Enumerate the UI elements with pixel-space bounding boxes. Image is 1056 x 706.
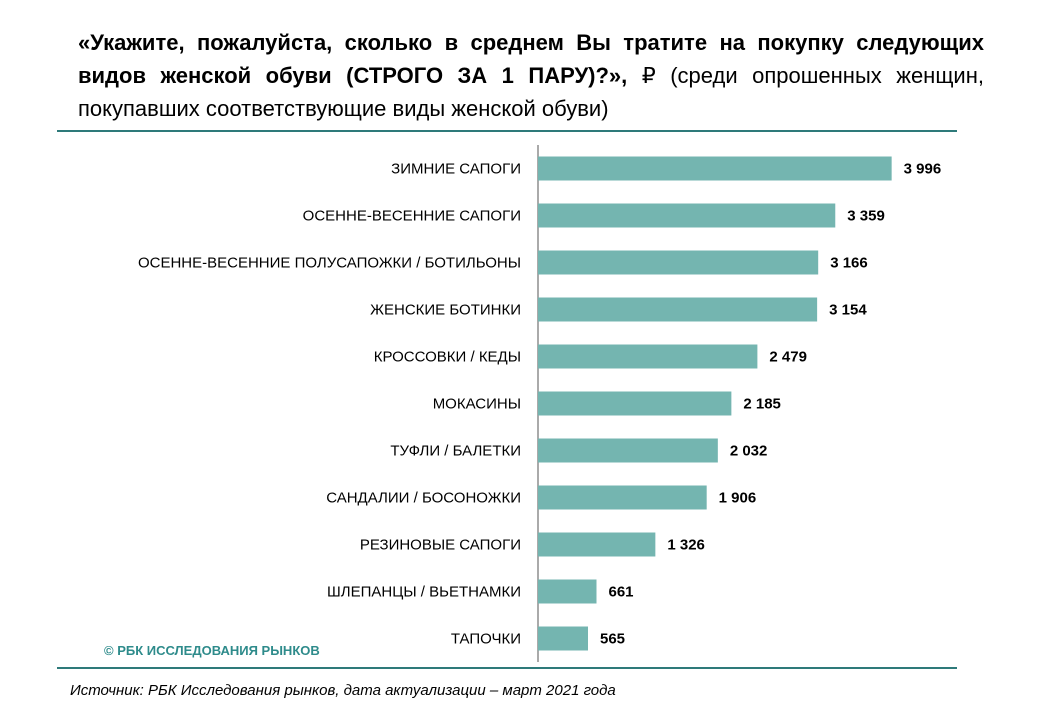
bar [538, 438, 718, 463]
value-label: 3 154 [829, 302, 867, 319]
copyright-label: © РБК ИССЛЕДОВАНИЯ РЫНКОВ [104, 643, 320, 658]
category-label: ТУФЛИ / БАЛЕТКИ [390, 443, 521, 460]
value-label: 1 326 [667, 537, 705, 554]
top-divider [57, 130, 957, 132]
bar [538, 203, 836, 228]
category-label: РЕЗИНОВЫЕ САПОГИ [360, 537, 521, 554]
value-label: 661 [608, 584, 633, 601]
title-currency: ₽ [641, 63, 656, 88]
bar [538, 391, 732, 416]
value-label: 3 359 [847, 208, 885, 225]
source-note: Источник: РБК Исследования рынков, дата … [70, 682, 616, 699]
title-subtitle: (среди опрошенных женщин, покупавших соо… [78, 63, 984, 121]
value-label: 2 032 [730, 443, 768, 460]
bar [538, 156, 892, 181]
value-label: 1 906 [719, 490, 757, 507]
chart-title: «Укажите, пожалуйста, сколько в среднем … [78, 26, 984, 125]
bar [538, 344, 758, 369]
bottom-divider [57, 667, 957, 669]
category-label: ОСЕННЕ-ВЕСЕННИЕ САПОГИ [303, 208, 521, 225]
category-label: ТАПОЧКИ [451, 631, 521, 648]
bar [538, 485, 707, 510]
bar [538, 626, 589, 651]
bar [538, 297, 818, 322]
category-label: ЗИМНИЕ САПОГИ [391, 161, 521, 178]
value-label: 3 996 [904, 161, 942, 178]
value-label: 3 166 [830, 255, 868, 272]
bar [538, 250, 819, 275]
category-label: ОСЕННЕ-ВЕСЕННИЕ ПОЛУСАПОЖКИ / БОТИЛЬОНЫ [138, 255, 521, 272]
category-label: МОКАСИНЫ [433, 396, 521, 413]
category-label: ЖЕНСКИЕ БОТИНКИ [370, 302, 521, 319]
bar [538, 532, 656, 557]
category-label: КРОССОВКИ / КЕДЫ [374, 349, 521, 366]
category-label: ШЛЕПАНЦЫ / ВЬЕТНАМКИ [327, 584, 521, 601]
category-label: САНДАЛИИ / БОСОНОЖКИ [326, 490, 521, 507]
value-label: 565 [600, 631, 625, 648]
title-question: «Укажите, пожалуйста, сколько в среднем … [78, 30, 984, 88]
value-label: 2 479 [769, 349, 807, 366]
value-label: 2 185 [743, 396, 781, 413]
bar [538, 579, 597, 604]
